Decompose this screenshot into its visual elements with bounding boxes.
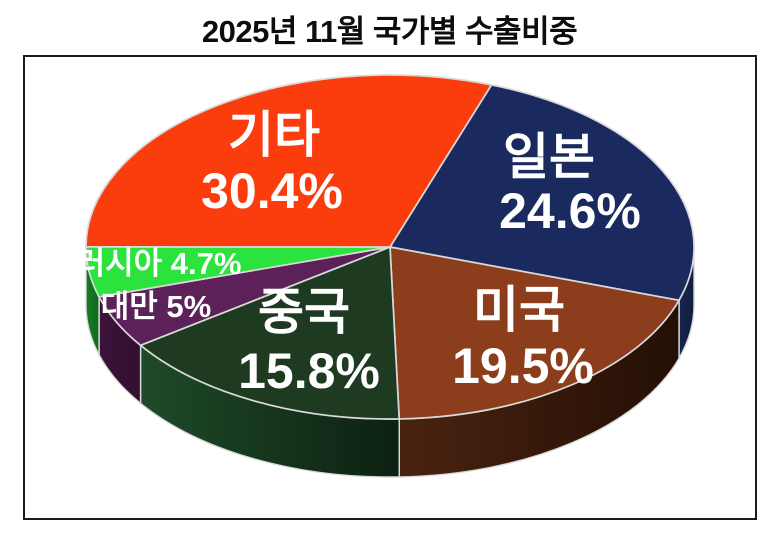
- pie-slice-0: [389, 84, 695, 302]
- slice-label-1-0: 미국: [473, 282, 565, 338]
- slice-label-2-1: 15.8%: [238, 343, 380, 399]
- slice-label-0-0: 일본: [503, 129, 595, 185]
- slice-label-5-1: 30.4%: [201, 163, 343, 219]
- pie-slice-5: [85, 74, 493, 248]
- slice-label-4-0: 러시아 4.7%: [77, 246, 242, 281]
- pie-slice-2: [139, 246, 401, 420]
- slice-label-0-1: 24.6%: [499, 183, 641, 239]
- pie-top-surfaces: [85, 74, 695, 420]
- chart-title: 2025년 11월 국가별 수출비중: [201, 14, 578, 49]
- slice-label-3-0: 대만 5%: [101, 289, 211, 324]
- pie-slice-1: [389, 246, 680, 420]
- slice-label-5-0: 기타: [228, 107, 320, 163]
- slice-label-2-0: 중국: [258, 284, 350, 340]
- slice-label-1-1: 19.5%: [452, 338, 594, 394]
